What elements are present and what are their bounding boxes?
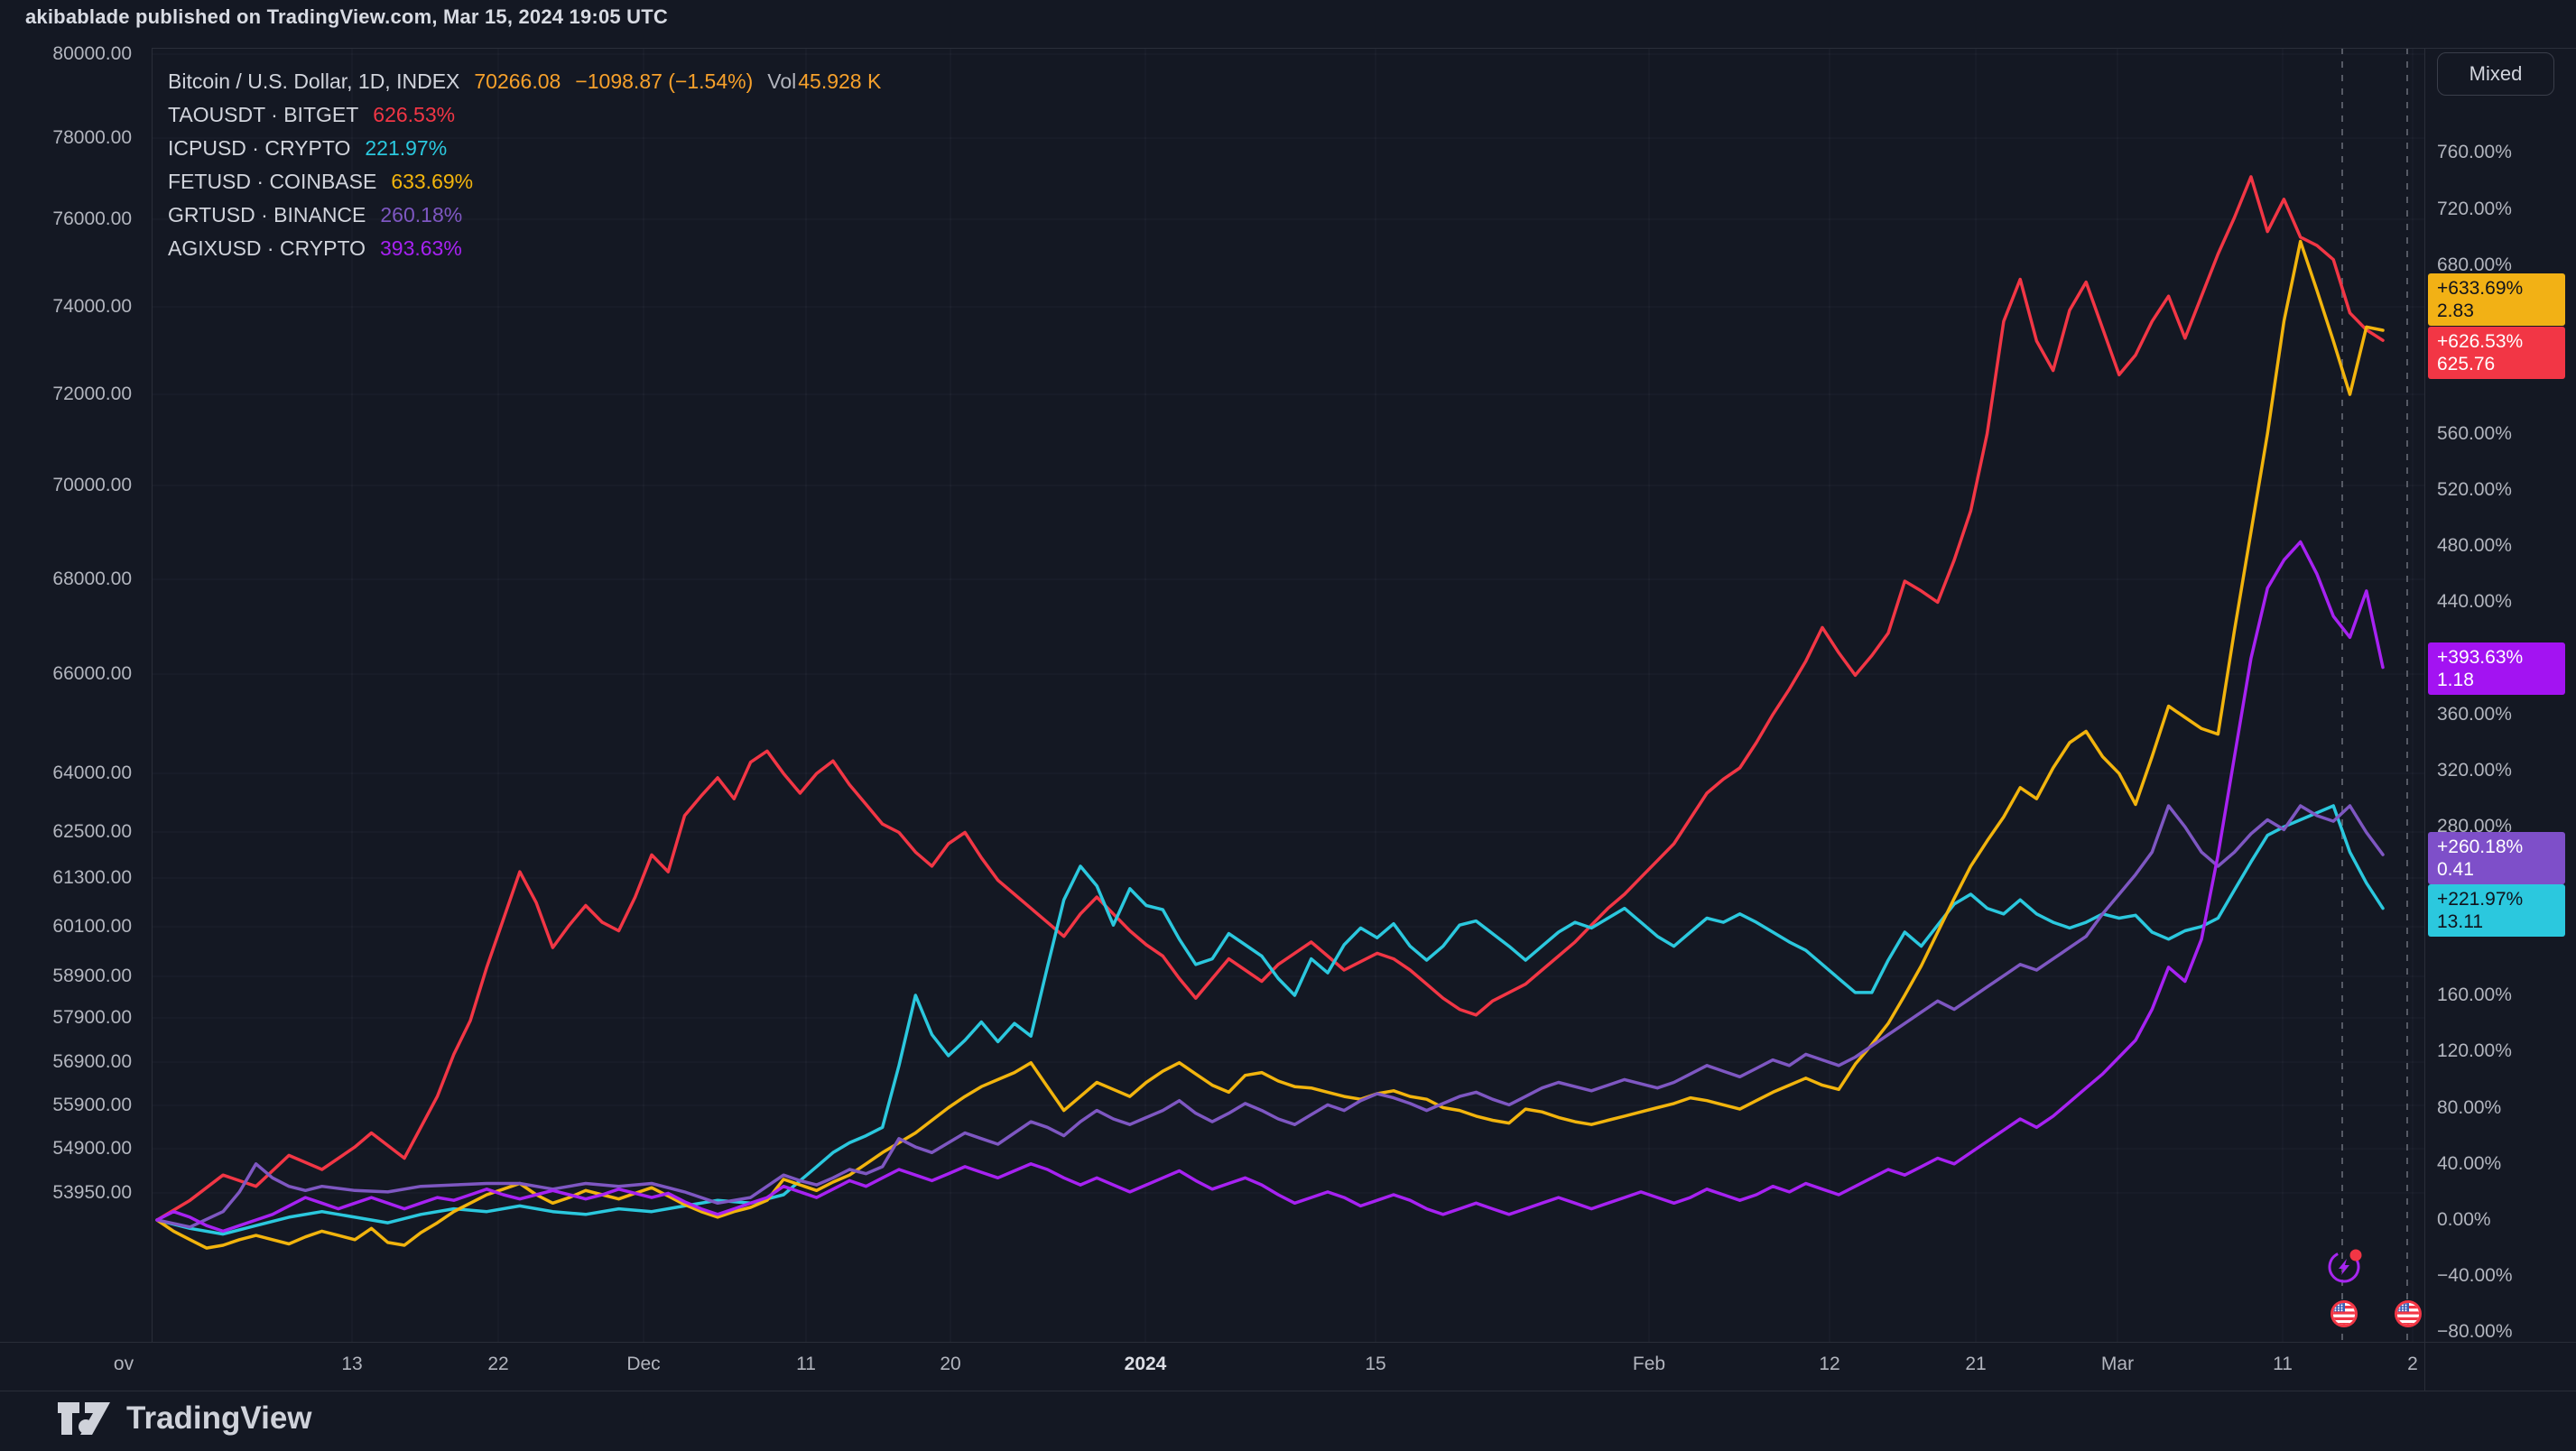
percent-tick-label: 0.00% bbox=[2437, 1209, 2491, 1230]
lightning-event-icon[interactable] bbox=[2324, 1247, 2365, 1288]
time-tick-label: 2024 bbox=[1124, 1354, 1167, 1374]
time-tick-label: 12 bbox=[1819, 1354, 1840, 1374]
scale-mode-button[interactable]: Mixed bbox=[2437, 52, 2554, 96]
price-tick-label: 55900.00 bbox=[52, 1095, 132, 1115]
last-value-tag: +626.53% 625.76 bbox=[2428, 327, 2565, 379]
price-tick-label: 68000.00 bbox=[52, 568, 132, 589]
compare-percent-value: 633.69% bbox=[391, 170, 474, 193]
percent-tick-label: 520.00% bbox=[2437, 478, 2512, 500]
symbol-title: Bitcoin / U.S. Dollar, 1D, INDEX bbox=[168, 69, 460, 93]
time-tick-label: 22 bbox=[487, 1354, 509, 1374]
price-tick-label: 78000.00 bbox=[52, 127, 132, 148]
price-tick-label: 57900.00 bbox=[52, 1007, 132, 1028]
price-tick-label: 70000.00 bbox=[52, 475, 132, 495]
percent-tick-label: 120.00% bbox=[2437, 1040, 2512, 1062]
last-value-tag: +393.63% 1.18 bbox=[2428, 642, 2565, 695]
price-tick-label: 64000.00 bbox=[52, 762, 132, 783]
compare-percent-value: 393.63% bbox=[379, 236, 462, 260]
published-attribution: akibablade published on TradingView.com,… bbox=[25, 5, 668, 28]
plot-top-border bbox=[152, 48, 2576, 49]
percent-tick-label: 40.00% bbox=[2437, 1152, 2502, 1174]
price-tick-label: 76000.00 bbox=[52, 208, 132, 229]
percent-tick-label: 160.00% bbox=[2437, 984, 2512, 1006]
series-line-taousdt[interactable] bbox=[155, 175, 2385, 1222]
percent-scale-border bbox=[2424, 48, 2425, 1391]
time-tick-label: ov bbox=[113, 1354, 134, 1374]
volume-value: 45.928 K bbox=[798, 69, 882, 93]
price-tick-label: 61300.00 bbox=[52, 867, 132, 888]
price-tick-label: 58900.00 bbox=[52, 966, 132, 986]
series-line-icpusd[interactable] bbox=[155, 804, 2385, 1236]
price-tick-label: 54900.00 bbox=[52, 1138, 132, 1159]
percent-tick-label: 760.00% bbox=[2437, 142, 2512, 163]
tradingview-logo-icon bbox=[58, 1402, 110, 1435]
tradingview-footer[interactable]: TradingView bbox=[58, 1400, 312, 1437]
compare-percent-value: 221.97% bbox=[365, 136, 448, 160]
series-line-agixusd[interactable] bbox=[155, 540, 2385, 1234]
price-scale-border bbox=[152, 48, 153, 1342]
price-axis[interactable]: 80000.00 78000.00 76000.00 74000.00 72000.00… bbox=[0, 0, 152, 1342]
compare-symbol: ICPUSD · CRYPTO bbox=[168, 136, 351, 160]
time-tick-label: 2 bbox=[2407, 1354, 2418, 1374]
percent-tick-label: 480.00% bbox=[2437, 535, 2512, 557]
last-value-tag: +221.97% 13.11 bbox=[2428, 884, 2565, 937]
legend-compare-row[interactable]: GRTUSD · BINANCE 260.18% bbox=[168, 199, 881, 232]
compare-percent-value: 260.18% bbox=[380, 203, 463, 226]
percent-tick-label: 320.00% bbox=[2437, 760, 2512, 781]
last-value-tag: +260.18% 0.41 bbox=[2428, 832, 2565, 884]
price-tick-label: 80000.00 bbox=[52, 43, 132, 64]
time-tick-label: 15 bbox=[1365, 1354, 1386, 1374]
time-tick-label: 11 bbox=[796, 1354, 816, 1374]
series-line-grtusd[interactable] bbox=[155, 804, 2385, 1229]
percent-tick-label: 280.00% bbox=[2437, 816, 2512, 837]
last-price: 70266.08 bbox=[474, 69, 561, 93]
time-scale-top-border bbox=[0, 1342, 2576, 1343]
percent-tick-label: 560.00% bbox=[2437, 422, 2512, 444]
price-tick-label: 53950.00 bbox=[52, 1182, 132, 1203]
us-flag-event-icon[interactable] bbox=[2395, 1300, 2422, 1327]
legend-main-row[interactable]: Bitcoin / U.S. Dollar, 1D, INDEX 70266.0… bbox=[168, 65, 881, 98]
legend-compare-row[interactable]: TAOUSDT · BITGET 626.53% bbox=[168, 98, 881, 132]
last-value-tag: +633.69% 2.83 bbox=[2428, 273, 2565, 326]
time-tick-label: Mar bbox=[2100, 1354, 2135, 1374]
percent-tick-label: −80.00% bbox=[2437, 1321, 2513, 1343]
compare-symbol: FETUSD · COINBASE bbox=[168, 170, 377, 193]
price-tick-label: 60100.00 bbox=[52, 916, 132, 937]
percent-tick-label: 80.00% bbox=[2437, 1096, 2502, 1118]
legend-compare-row[interactable]: ICPUSD · CRYPTO 221.97% bbox=[168, 132, 881, 165]
price-tick-label: 62500.00 bbox=[52, 821, 132, 842]
percent-tick-label: 360.00% bbox=[2437, 703, 2512, 725]
time-tick-label: 13 bbox=[341, 1354, 363, 1374]
volume-label: Vol bbox=[767, 69, 797, 93]
legend: Bitcoin / U.S. Dollar, 1D, INDEX 70266.0… bbox=[168, 65, 881, 265]
percent-tick-label: 720.00% bbox=[2437, 198, 2512, 219]
price-change: −1098.87 (−1.54%) bbox=[575, 69, 754, 93]
compare-symbol: AGIXUSD · CRYPTO bbox=[168, 236, 366, 260]
percent-tick-label: 680.00% bbox=[2437, 254, 2512, 275]
brand-name: TradingView bbox=[126, 1400, 312, 1436]
series-line-fetusd[interactable] bbox=[155, 239, 2385, 1250]
compare-symbol: TAOUSDT · BITGET bbox=[168, 103, 359, 126]
us-flag-event-icon[interactable] bbox=[2330, 1300, 2358, 1327]
compare-symbol: GRTUSD · BINANCE bbox=[168, 203, 366, 226]
percent-tick-label: −40.00% bbox=[2437, 1265, 2513, 1287]
percent-axis[interactable]: 760.00% 720.00% 680.00% 560.00% 520.00% 480.0… bbox=[2424, 0, 2576, 1342]
time-tick-label: Feb bbox=[1632, 1354, 1666, 1374]
time-tick-label: 21 bbox=[1965, 1354, 1987, 1374]
legend-compare-row[interactable]: AGIXUSD · CRYPTO 393.63% bbox=[168, 232, 881, 265]
price-tick-label: 66000.00 bbox=[52, 663, 132, 684]
price-tick-label: 72000.00 bbox=[52, 384, 132, 404]
time-tick-label: 20 bbox=[940, 1354, 961, 1374]
time-tick-label: Dec bbox=[626, 1354, 661, 1374]
percent-tick-label: 440.00% bbox=[2437, 591, 2512, 613]
time-tick-label: 11 bbox=[2273, 1354, 2293, 1374]
legend-compare-rows: TAOUSDT · BITGET 626.53% ICPUSD · CRYPTO 22… bbox=[168, 98, 881, 265]
price-tick-label: 74000.00 bbox=[52, 296, 132, 317]
time-axis[interactable]: ov 13 22 Dec 11 20 2024 15 Feb 12 21 Mar 11 2 bbox=[0, 1342, 2576, 1391]
legend-compare-row[interactable]: FETUSD · COINBASE 633.69% bbox=[168, 165, 881, 199]
compare-percent-value: 626.53% bbox=[373, 103, 456, 126]
price-tick-label: 56900.00 bbox=[52, 1051, 132, 1072]
